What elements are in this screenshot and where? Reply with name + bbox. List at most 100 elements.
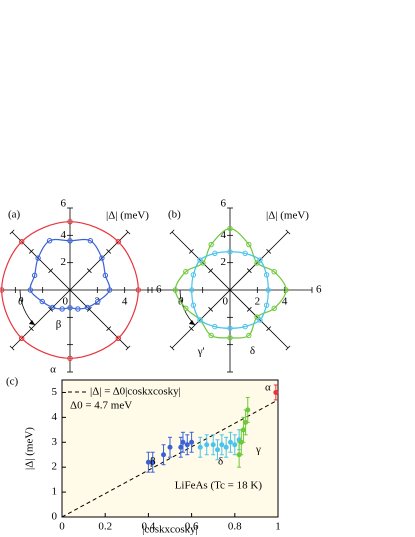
data-point (271, 268, 277, 275)
data-point (67, 305, 73, 311)
data-point (254, 260, 260, 266)
x-tick-label: 0.6 (185, 521, 199, 533)
tick-mark (169, 229, 175, 235)
tick-mark (266, 326, 272, 332)
y-axis-label: |Δ| (meV) (24, 427, 36, 470)
data-point (102, 272, 109, 279)
r-tick-label: 4 (282, 296, 288, 308)
tick-mark (48, 268, 54, 274)
data-point (84, 304, 91, 311)
data-point (263, 302, 270, 308)
data-point (257, 257, 263, 263)
data-point (39, 298, 45, 305)
axis-label: |Δ| (meV) (266, 210, 309, 222)
data-point (178, 444, 184, 450)
data-point (67, 355, 73, 362)
data-point (180, 439, 186, 445)
y-tick-label: 4 (52, 411, 58, 423)
data-point (223, 444, 229, 450)
data-point (115, 238, 122, 245)
data-point (204, 442, 210, 448)
legend-label: Δ0 = 4.7 meV (70, 400, 132, 412)
x-tick-label: 1 (275, 521, 281, 533)
data-point (212, 323, 218, 330)
r-tick-label: 2 (221, 256, 227, 268)
data-point (18, 335, 25, 342)
tick-mark (188, 326, 194, 332)
data-point (197, 257, 203, 263)
data-point (257, 317, 263, 323)
theta-arrowhead (189, 320, 195, 325)
r-tick-label: 4 (122, 296, 128, 308)
r-tick-label: 6 (61, 198, 67, 210)
data-point (283, 287, 289, 293)
data-point (167, 444, 173, 450)
tick-mark (125, 229, 131, 235)
data-point (190, 302, 197, 308)
data-point (197, 317, 203, 323)
curve (191, 251, 269, 329)
x-tick-label: 0.8 (228, 521, 242, 533)
series-label: γ' (197, 345, 205, 357)
data-point (245, 407, 251, 413)
x-tick-label: 0 (59, 521, 65, 533)
data-point (75, 306, 81, 312)
data-point (227, 249, 233, 255)
tick-mark (86, 306, 92, 312)
tick-mark (48, 306, 54, 312)
series-label: γ (255, 444, 261, 456)
series-label: δ (218, 456, 223, 468)
data-point (227, 335, 233, 341)
series-label: β (150, 456, 156, 468)
data-point (35, 255, 41, 261)
theta-arrowhead (29, 320, 35, 325)
data-point (197, 444, 203, 450)
data-point (271, 305, 277, 312)
panel-label: (a) (8, 209, 21, 221)
r-tick-label: 6 (156, 284, 162, 296)
data-point (254, 314, 260, 320)
tick-mark (169, 345, 175, 351)
tick-mark (208, 268, 214, 274)
data-point (246, 332, 252, 339)
data-point (227, 439, 233, 445)
series-label: δ (250, 345, 255, 357)
data-point (189, 287, 195, 293)
data-point (183, 268, 189, 275)
panel-label: (c) (6, 376, 19, 388)
y-tick-label: 5 (52, 386, 58, 398)
data-point (59, 306, 65, 312)
data-point (135, 287, 142, 293)
data-point (183, 305, 189, 312)
tick-mark (285, 229, 291, 235)
data-point (210, 442, 216, 448)
data-point (215, 447, 221, 453)
r-tick-label: 2 (255, 296, 261, 308)
r-tick-label: 4 (221, 229, 227, 241)
tick-mark (246, 306, 252, 312)
curve (174, 227, 287, 339)
series-label: α (265, 382, 271, 394)
legend-label: |Δ| = Δ0|coskxcosky| (90, 386, 181, 398)
r-tick-label: 6 (316, 284, 322, 296)
curve (1, 221, 139, 359)
data-point (99, 255, 105, 261)
data-point (265, 287, 271, 293)
data-point (67, 238, 73, 244)
data-point (27, 287, 34, 293)
data-point (145, 459, 151, 465)
data-point (246, 241, 252, 248)
data-point (184, 442, 190, 448)
data-point (95, 298, 101, 305)
data-point (238, 439, 244, 445)
data-point (208, 332, 214, 339)
data-point (263, 272, 270, 278)
tick-mark (106, 248, 112, 254)
data-point (0, 287, 5, 293)
r-tick-label: 4 (61, 229, 67, 241)
data-point (232, 442, 238, 448)
y-tick-label: 1 (52, 486, 58, 498)
data-point (227, 325, 233, 331)
panel-label: (b) (168, 209, 181, 221)
